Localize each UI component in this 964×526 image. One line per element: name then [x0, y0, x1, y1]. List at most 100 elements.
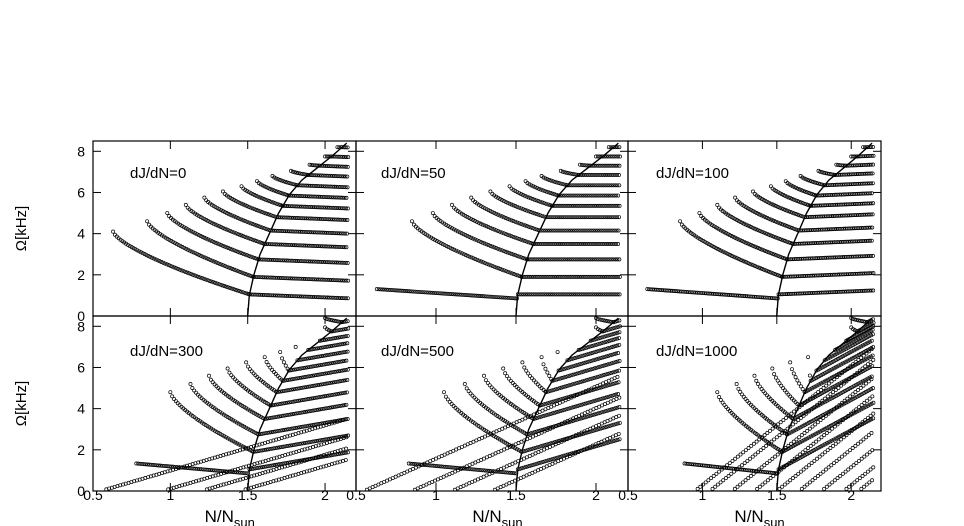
data-point: [235, 216, 240, 220]
data-point: [267, 430, 272, 435]
data-point: [594, 154, 598, 159]
data-point: [600, 193, 605, 198]
data-point: [321, 217, 326, 221]
data-point: [590, 376, 595, 381]
data-point: [486, 294, 491, 299]
data-point: [584, 203, 589, 208]
data-point: [587, 359, 592, 364]
data-point: [286, 258, 291, 263]
data-point: [557, 215, 562, 220]
data-point: [310, 173, 314, 178]
data-point: [722, 465, 727, 470]
data-point: [437, 464, 442, 469]
data-point: [317, 230, 321, 235]
data-point: [827, 227, 832, 232]
data-point: [617, 405, 622, 410]
data-point: [729, 293, 734, 298]
data-point: [592, 350, 597, 355]
data-point: [530, 376, 534, 381]
data-point: [520, 360, 525, 365]
data-point: [593, 173, 598, 177]
data-point: [822, 183, 827, 188]
data-point: [690, 290, 694, 295]
data-point: [264, 185, 269, 190]
data-point: [601, 183, 606, 188]
data-point: [615, 405, 620, 410]
data-point: [272, 402, 277, 407]
data-point: [801, 274, 806, 278]
data-point: [473, 219, 477, 223]
data-point: [555, 398, 560, 403]
data-point: [560, 193, 565, 198]
data-point: [841, 226, 846, 231]
data-point: [340, 278, 345, 283]
data-point: [301, 424, 306, 429]
data-point: [293, 204, 298, 209]
data-point: [239, 184, 244, 189]
data-point: [702, 291, 707, 296]
data-point: [501, 215, 506, 220]
data-point: [237, 289, 242, 294]
data-point: [495, 295, 500, 300]
data-point: [603, 384, 608, 389]
data-point: [715, 292, 719, 297]
data-point: [610, 228, 615, 233]
data-point: [325, 244, 330, 249]
data-point: [763, 268, 768, 273]
data-point: [340, 245, 345, 250]
data-point: [278, 215, 283, 220]
data-point: [336, 328, 341, 333]
data-point: [825, 193, 830, 198]
data-point: [483, 261, 487, 265]
data-point: [613, 292, 618, 297]
data-point: [828, 290, 833, 295]
data-point: [324, 344, 329, 349]
data-point: [456, 249, 461, 254]
data-point: [781, 207, 786, 212]
data-point: [277, 178, 282, 182]
data-point: [856, 213, 861, 217]
data-point: [523, 256, 527, 261]
data-point: [331, 452, 335, 457]
data-point: [519, 222, 524, 226]
data-point: [608, 274, 613, 279]
data-point: [297, 441, 302, 446]
data-point: [258, 292, 263, 297]
data-point: [304, 216, 309, 221]
data-point: [613, 344, 618, 349]
data-point: [494, 211, 499, 216]
data-point: [240, 470, 245, 475]
data-point: [513, 446, 517, 451]
data-point: [716, 465, 721, 470]
data-point: [594, 163, 599, 168]
data-point: [609, 370, 614, 375]
data-point: [505, 216, 510, 221]
data-point: [290, 367, 295, 372]
data-point: [608, 361, 612, 366]
data-point: [247, 273, 252, 278]
data-point: [243, 203, 248, 208]
data-point: [435, 239, 439, 243]
data-point: [331, 205, 335, 210]
data-point: [568, 193, 573, 198]
data-point: [598, 257, 603, 262]
data-point: [596, 349, 601, 354]
data-point: [754, 227, 759, 232]
data-point: [323, 345, 327, 350]
data-point: [335, 231, 340, 236]
data-point: [282, 215, 287, 220]
data-point: [804, 256, 809, 261]
data-point: [865, 254, 870, 258]
data-point: [306, 259, 311, 264]
data-point: [780, 292, 785, 297]
data-point: [329, 361, 334, 366]
data-point: [761, 248, 766, 253]
data-point: [569, 292, 574, 297]
data-point: [306, 173, 311, 177]
data-point: [524, 368, 529, 373]
data-point: [865, 162, 870, 167]
data-point: [265, 212, 270, 216]
data-point: [718, 292, 723, 297]
data-point: [303, 294, 308, 299]
data-point: [590, 215, 595, 220]
